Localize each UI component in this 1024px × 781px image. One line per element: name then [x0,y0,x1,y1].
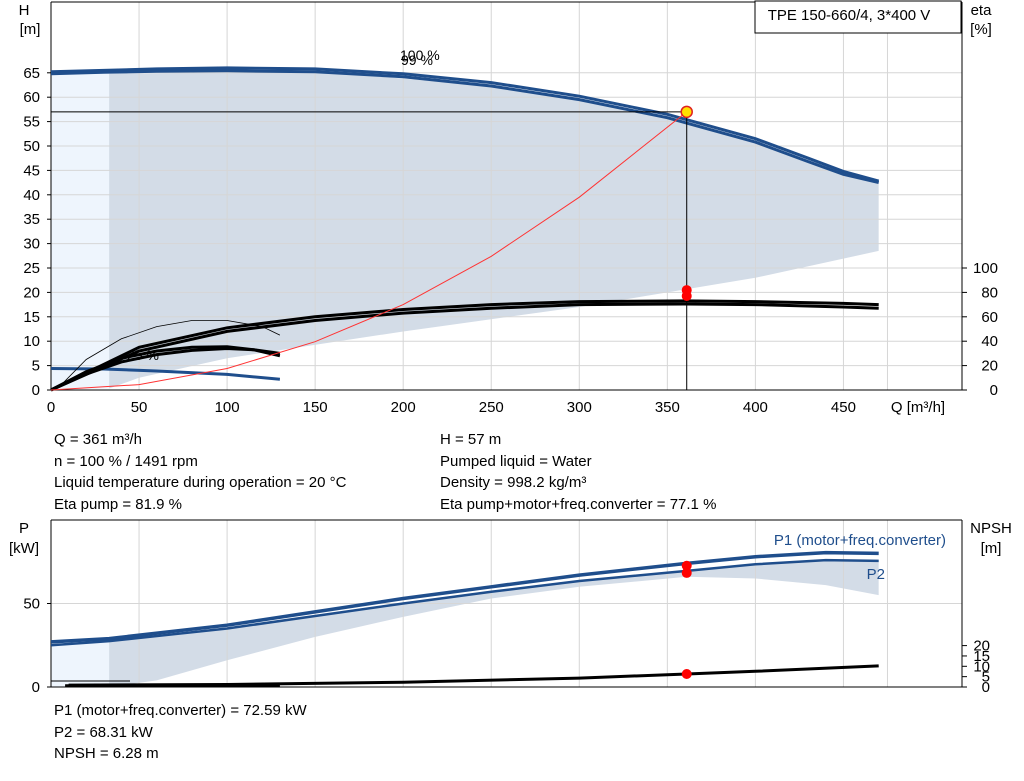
x-tick-label: 300 [567,399,592,416]
y-right-tick-label: 0 [990,382,998,399]
duty-eta-marker [681,290,692,301]
y-left-tick-label: 30 [23,236,40,253]
y-right-tick-label: 5 [982,669,990,686]
p2-curve [50,558,879,647]
efficiency-outline-curve [59,320,281,387]
x-tick-label: 200 [391,399,416,416]
y-left-tick-label: 10 [23,333,40,350]
y-right-tick-label: 20 [981,358,998,375]
product-label: TPE 150-660/4, 3*400 V [768,7,931,24]
operating-area [51,560,879,687]
p2-series-label: P2 [867,566,885,583]
y-right-label-line2: [m] [981,540,1002,557]
x-tick-label: 50 [131,399,148,416]
y-left-label-line2: [kW] [9,540,39,557]
y-left-tick-label: 50 [23,138,40,155]
info-p1: P1 (motor+freq.converter) = 72.59 kW [54,702,307,719]
y-right-tick-label: 0 [982,679,990,696]
duty-info-left: Q = 361 m³/h n = 100 % / 1491 rpm Liquid… [54,429,346,515]
head-eta-chart: 0 50 100 150 200 250 300 350 400 4500510152025303… [19,0,998,416]
y-left-label-line1: H [19,2,30,19]
x-tick-label: 250 [479,399,504,416]
y-left-tick-label: 25 [23,260,40,277]
y-left-tick-label: 0 [32,679,40,696]
y-left-tick-label: 15 [23,309,40,326]
curves [50,66,880,392]
head-curve [50,367,281,381]
npsh-curve [68,664,879,687]
speed-label-99: 99 % [401,52,433,68]
y-right-tick-label: 15 [973,648,990,665]
y-right-tick-label: 40 [981,333,998,350]
power-info: P1 (motor+freq.converter) = 72.59 kW P2 … [54,700,307,765]
y-left-label-line2: [m] [20,21,41,38]
info-eta-total: Eta pump+motor+freq.converter = 77.1 % [440,495,717,513]
efficiency-curve [50,299,879,392]
y-right-label-line2: [%] [970,21,992,38]
p1-curve [50,550,879,644]
speed-label-100: 100 % [400,47,440,63]
x-tick-label: 450 [831,399,856,416]
y-right-label-line1: eta [971,2,993,19]
info-eta-pump: Eta pump = 81.9 % [54,495,182,513]
y-left-tick-label: 35 [23,211,40,228]
y-right-tick-label: 10 [973,658,990,675]
tick-labels: 0 50 100 150 200 250 300 350 400 4500510152025303… [23,65,998,416]
y-left-tick-label: 60 [23,89,40,106]
duty-p2-marker [681,567,692,578]
curves [50,550,879,688]
y-left-tick-label: 45 [23,162,40,179]
head-curve [50,69,880,185]
duty-info-right: H = 57 m Pumped liquid = Water Density =… [440,429,716,515]
efficiency-curve [50,346,281,392]
system-curve [50,111,688,391]
operating-area-fill [109,560,879,687]
head-curve [50,66,880,183]
y-left-tick-label: 55 [23,114,40,131]
info-npsh: NPSH = 6.28 m [54,745,159,762]
info-flow: Q = 361 m³/h [54,431,142,448]
info-pumped-liquid: Pumped liquid = Water [440,452,592,470]
y-left-label-line1: P [19,520,29,537]
y-left-tick-label: 50 [23,596,40,613]
duty-p1-marker [681,560,692,571]
duty-npsh-marker [681,669,692,680]
y-right-tick-label: 80 [981,284,998,301]
info-density: Density = 998.2 kg/m³ [440,474,587,491]
y-left-tick-label: 20 [23,284,40,301]
low-flow-area [51,71,110,390]
duty-point-marker [680,105,693,119]
y-left-tick-label: 5 [32,358,40,375]
p1-series-label: P1 (motor+freq.converter) [774,532,946,549]
x-axis-label: Q [m³/h] [891,399,945,416]
info-speed: n = 100 % / 1491 rpm [54,452,198,470]
y-right-tick-label: 20 [973,638,990,655]
y-left-tick-label: 40 [23,187,40,204]
speed-label-25: 25 % [127,347,159,363]
efficiency-curve [50,302,879,392]
x-tick-label: 0 [47,399,55,416]
x-tick-label: 400 [743,399,768,416]
y-left-tick-label: 0 [32,382,40,399]
x-tick-label: 350 [655,399,680,416]
x-tick-label: 150 [303,399,328,416]
y-right-tick-label: 100 [973,260,998,277]
info-liquid-temperature: Liquid temperature during operation = 20… [54,474,347,491]
y-right-label-line1: NPSH [970,520,1012,537]
product-label-box [754,0,962,34]
low-flow-area [51,641,110,687]
y-left-tick-label: 65 [23,65,40,82]
info-p2: P2 = 68.31 kW [54,723,153,741]
x-tick-label: 100 [215,399,240,416]
info-head: H = 57 m [440,431,502,448]
y-right-tick-label: 60 [981,309,998,326]
